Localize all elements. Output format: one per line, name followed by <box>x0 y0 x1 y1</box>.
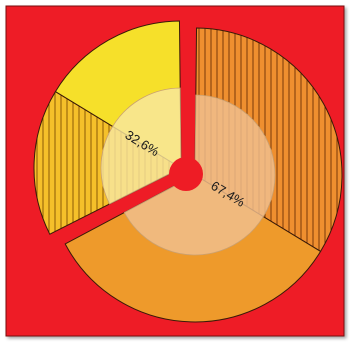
center-dot <box>169 157 203 191</box>
slice-2-inner <box>100 87 182 205</box>
slices-layer <box>33 20 343 323</box>
slice-group-2 <box>33 20 183 235</box>
slice-group-1 <box>64 27 343 323</box>
